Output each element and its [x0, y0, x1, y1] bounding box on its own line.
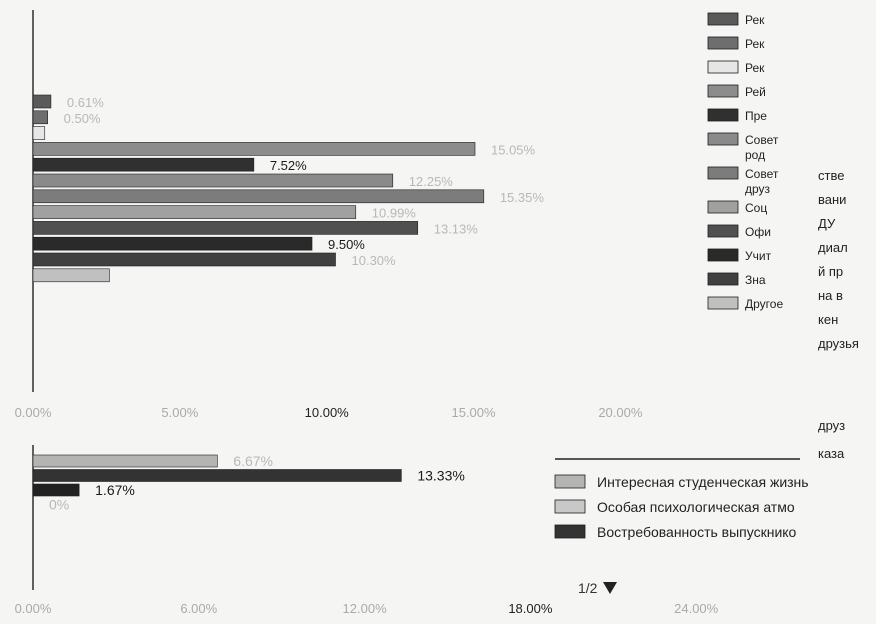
partial-legend-text: каза: [818, 446, 845, 461]
legend-label: Пре: [745, 109, 767, 123]
partial-legend-text: й пр: [818, 264, 843, 279]
legend-swatch: [707, 60, 739, 74]
legend-label: Рек: [745, 61, 765, 75]
x-tick-label: 18.00%: [508, 601, 553, 616]
bar-value-label: 0%: [49, 497, 69, 513]
bar-value-label: 10.99%: [372, 206, 417, 221]
bar-value-label: 13.13%: [434, 221, 479, 236]
bar: [32, 236, 313, 251]
bar: [32, 268, 110, 283]
legend-label: Зна: [745, 273, 766, 287]
chart-1: 0.61%0.50% 15.05% 7.52% 12.25% 15.35% 10.99% 1…: [15, 10, 859, 420]
legend-swatch: [707, 200, 739, 214]
x-tick-label: 0.00%: [15, 601, 52, 616]
bar-value-label: 13.33%: [417, 468, 464, 484]
legend: Интересная студенческая жизнь Особая псих…: [554, 474, 809, 540]
partial-legend-text: ДУ: [818, 216, 836, 231]
legend-swatch: [554, 474, 586, 489]
chart-2: 6.67% 13.33% 1.67% 0% 0.00% 6.00% 12.00% 18.00%…: [15, 418, 846, 616]
legend-label: Интересная студенческая жизнь: [597, 474, 809, 490]
partial-legend-text: кен: [818, 312, 838, 327]
x-tick-label: 0.00%: [15, 405, 52, 420]
legend-label: род: [745, 148, 765, 162]
legend: РекРекРекРейПреСоветродСоветдрузСоцОфиУч…: [707, 12, 783, 311]
bar: [32, 157, 255, 172]
pager-label: 1/2: [578, 580, 598, 596]
bar: [32, 173, 394, 188]
bar: [32, 221, 419, 235]
partial-legend-text: диал: [818, 240, 848, 255]
legend-pager: 1/2: [578, 580, 618, 596]
x-tick-label: 10.00%: [305, 405, 350, 420]
bar-value-label: 10.30%: [352, 253, 397, 268]
legend-label: Офи: [745, 225, 771, 239]
x-tick-label: 12.00%: [343, 601, 388, 616]
bar: [32, 142, 476, 156]
x-tick-label: 20.00%: [598, 405, 643, 420]
x-tick-label: 5.00%: [161, 405, 198, 420]
legend-label: Другое: [745, 297, 783, 311]
partial-legend-text: стве: [818, 168, 844, 183]
x-tick-label: 15.00%: [451, 405, 496, 420]
bar-value-label: 6.67%: [233, 453, 273, 469]
bar-value-label: 0.50%: [64, 111, 101, 126]
x-tick-label: 24.00%: [674, 601, 719, 616]
bar: [32, 454, 218, 468]
legend-label: Рек: [745, 13, 765, 27]
legend-swatch: [707, 224, 739, 238]
pager-next-arrow-icon[interactable]: [603, 582, 618, 594]
bar-value-label: 7.52%: [270, 158, 307, 173]
partial-legend-text: друзья: [818, 336, 859, 351]
bar: [32, 189, 485, 204]
legend-swatch: [707, 36, 739, 50]
legend-swatch: [707, 272, 739, 286]
bar: [32, 483, 80, 497]
bar: [32, 94, 52, 109]
legend-label: Рек: [745, 37, 765, 51]
legend-swatch: [707, 12, 739, 26]
bar: [32, 252, 336, 267]
legend-label: Востребованность выпускнико: [597, 524, 797, 540]
x-tick-label: 6.00%: [180, 601, 217, 616]
bar: [32, 469, 402, 482]
legend-swatch: [707, 108, 739, 122]
legend-swatch: [554, 499, 586, 514]
partial-legend-text: на в: [818, 288, 843, 303]
legend-label: Совет: [745, 133, 779, 147]
legend-label: Соц: [745, 201, 767, 215]
legend-label: Особая психологическая атмо: [597, 499, 795, 515]
legend-swatch: [707, 248, 739, 262]
bar-value-label: 15.35%: [500, 190, 545, 205]
partial-legend-text: друз: [818, 418, 845, 433]
bar: [32, 205, 357, 219]
legend-swatch: [707, 84, 739, 98]
legend-label: Совет: [745, 167, 779, 181]
bar-value-label: 1.67%: [95, 482, 135, 498]
bar-value-label: 9.50%: [328, 237, 365, 252]
legend-label: друз: [745, 182, 771, 196]
bar: [32, 110, 48, 125]
legend-swatch: [707, 296, 739, 310]
legend-label: Учит: [745, 249, 772, 263]
partial-legend-text: вани: [818, 192, 846, 207]
legend-swatch: [707, 166, 739, 180]
bar-value-label: 15.05%: [491, 142, 536, 157]
bar-value-label: 12.25%: [409, 174, 454, 189]
legend-swatch: [707, 132, 739, 146]
legend-label: Рей: [745, 85, 766, 99]
legend-swatch: [554, 524, 586, 539]
bar-value-label: 0.61%: [67, 95, 104, 110]
bar: [32, 126, 46, 140]
